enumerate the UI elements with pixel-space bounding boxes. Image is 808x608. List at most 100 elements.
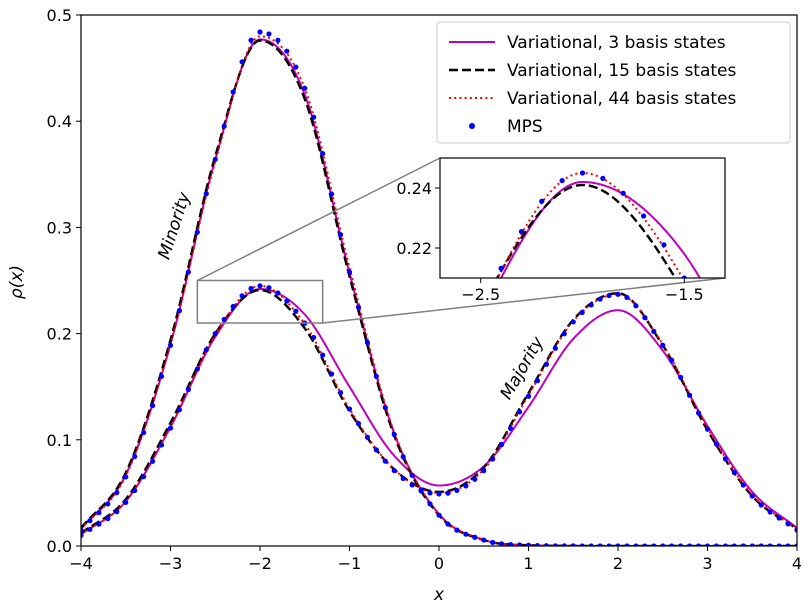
legend-label-3: Variational, 44 basis states [507, 89, 737, 109]
mps-point [499, 541, 505, 546]
mps-point [176, 407, 183, 413]
mps-point [722, 456, 729, 462]
mps-point [633, 543, 639, 546]
inset-series [495, 170, 701, 278]
mps-point [722, 543, 728, 546]
mps-point [588, 302, 594, 308]
mps-point [105, 516, 111, 522]
inset-mps-point [681, 275, 687, 278]
mps-point [552, 345, 558, 351]
mps-point [534, 542, 541, 546]
mps-point [212, 156, 218, 163]
mps-point [570, 543, 576, 546]
mps-point [579, 309, 585, 316]
inset-mps-point [661, 242, 667, 248]
mps-point [382, 458, 388, 464]
mps-point [767, 543, 773, 546]
inset-ticks: −2.5 −1.5 0.22 0.24 [396, 179, 703, 304]
mps-point [731, 469, 737, 476]
inset-mps-point [559, 178, 565, 184]
x-axis-ticks: −4 −3 −2 −1 0 1 2 3 4 [69, 546, 802, 573]
legend-items: Variational, 3 basis states Variational, … [449, 33, 737, 137]
mps-point [329, 371, 335, 377]
mps-point [132, 453, 138, 460]
mps-point [114, 490, 120, 496]
mps-point [776, 515, 782, 521]
legend-swatch-mps [469, 123, 475, 129]
y-tick-label: 0.4 [47, 112, 72, 131]
y-tick-label: 0.3 [47, 218, 72, 237]
zoom-connector-top [197, 157, 441, 282]
mps-point [275, 37, 281, 43]
mps-point [525, 393, 532, 399]
mps-point [669, 357, 675, 363]
mps-point [472, 476, 478, 482]
x-tick-label: 2 [613, 554, 623, 573]
mps-point [158, 373, 165, 379]
mps-point [463, 531, 469, 537]
mps-point [123, 499, 129, 506]
mps-point [400, 454, 406, 460]
mps-point [87, 518, 93, 524]
mps-point [221, 123, 227, 129]
mps-point [293, 308, 299, 314]
mps-point [552, 543, 558, 546]
y-tick-label: 0.1 [47, 431, 72, 450]
mps-point [794, 527, 797, 533]
inset-mps-point [620, 190, 626, 196]
mps-point [346, 269, 353, 275]
mps-point [150, 403, 156, 409]
mps-point [749, 543, 755, 546]
legend-label-2: Variational, 15 basis states [507, 61, 737, 81]
mps-point [445, 490, 451, 496]
inset-x-tick-label: −1.5 [665, 285, 704, 304]
mps-point [418, 487, 424, 493]
mps-point [704, 426, 711, 432]
mps-point [794, 543, 797, 546]
mps-point [409, 482, 415, 488]
mps-point [678, 374, 684, 380]
mps-point [194, 229, 200, 235]
mps-point [776, 543, 782, 546]
inset-y-tick-label: 0.24 [396, 179, 432, 198]
mps-point [704, 543, 711, 546]
mps-point [427, 501, 433, 507]
legend-label-4: MPS [507, 117, 543, 137]
mps-point [490, 456, 496, 462]
legend-box [436, 21, 791, 144]
y-axis-ticks: 0.0 0.1 0.2 0.3 0.4 0.5 [47, 6, 81, 556]
mps-point [391, 431, 397, 438]
mps-point [373, 373, 379, 379]
x-tick-label: 4 [792, 554, 802, 573]
mps-point [597, 296, 603, 302]
mps-point [633, 303, 639, 309]
mps-point [427, 490, 433, 496]
mps-point [508, 425, 514, 432]
mps-point [624, 294, 630, 301]
y-tick-label: 0.2 [47, 325, 72, 344]
mps-point [355, 304, 362, 310]
mps-point [81, 527, 84, 533]
mps-point [337, 231, 344, 238]
mps-point [436, 512, 442, 518]
mps-point [329, 191, 335, 197]
mps-point [239, 293, 245, 299]
mps-point [508, 541, 514, 546]
mps-point [105, 501, 111, 507]
mps-point [660, 543, 666, 546]
mps-point [615, 291, 621, 297]
mps-point [346, 406, 353, 412]
mps-point [758, 502, 764, 508]
inset-mps-point [518, 228, 525, 235]
x-tick-label: −4 [69, 554, 93, 573]
mps-point [373, 447, 379, 453]
main-plot-series [81, 29, 797, 546]
mps-point [516, 409, 523, 415]
mps-point [400, 475, 406, 482]
mps-point [669, 543, 675, 546]
mps-point [785, 543, 791, 546]
y-tick-label: 0.0 [47, 537, 72, 556]
mps-point [114, 509, 120, 515]
inset-series-line-3 [496, 171, 684, 278]
inset-mps-point [498, 265, 504, 271]
